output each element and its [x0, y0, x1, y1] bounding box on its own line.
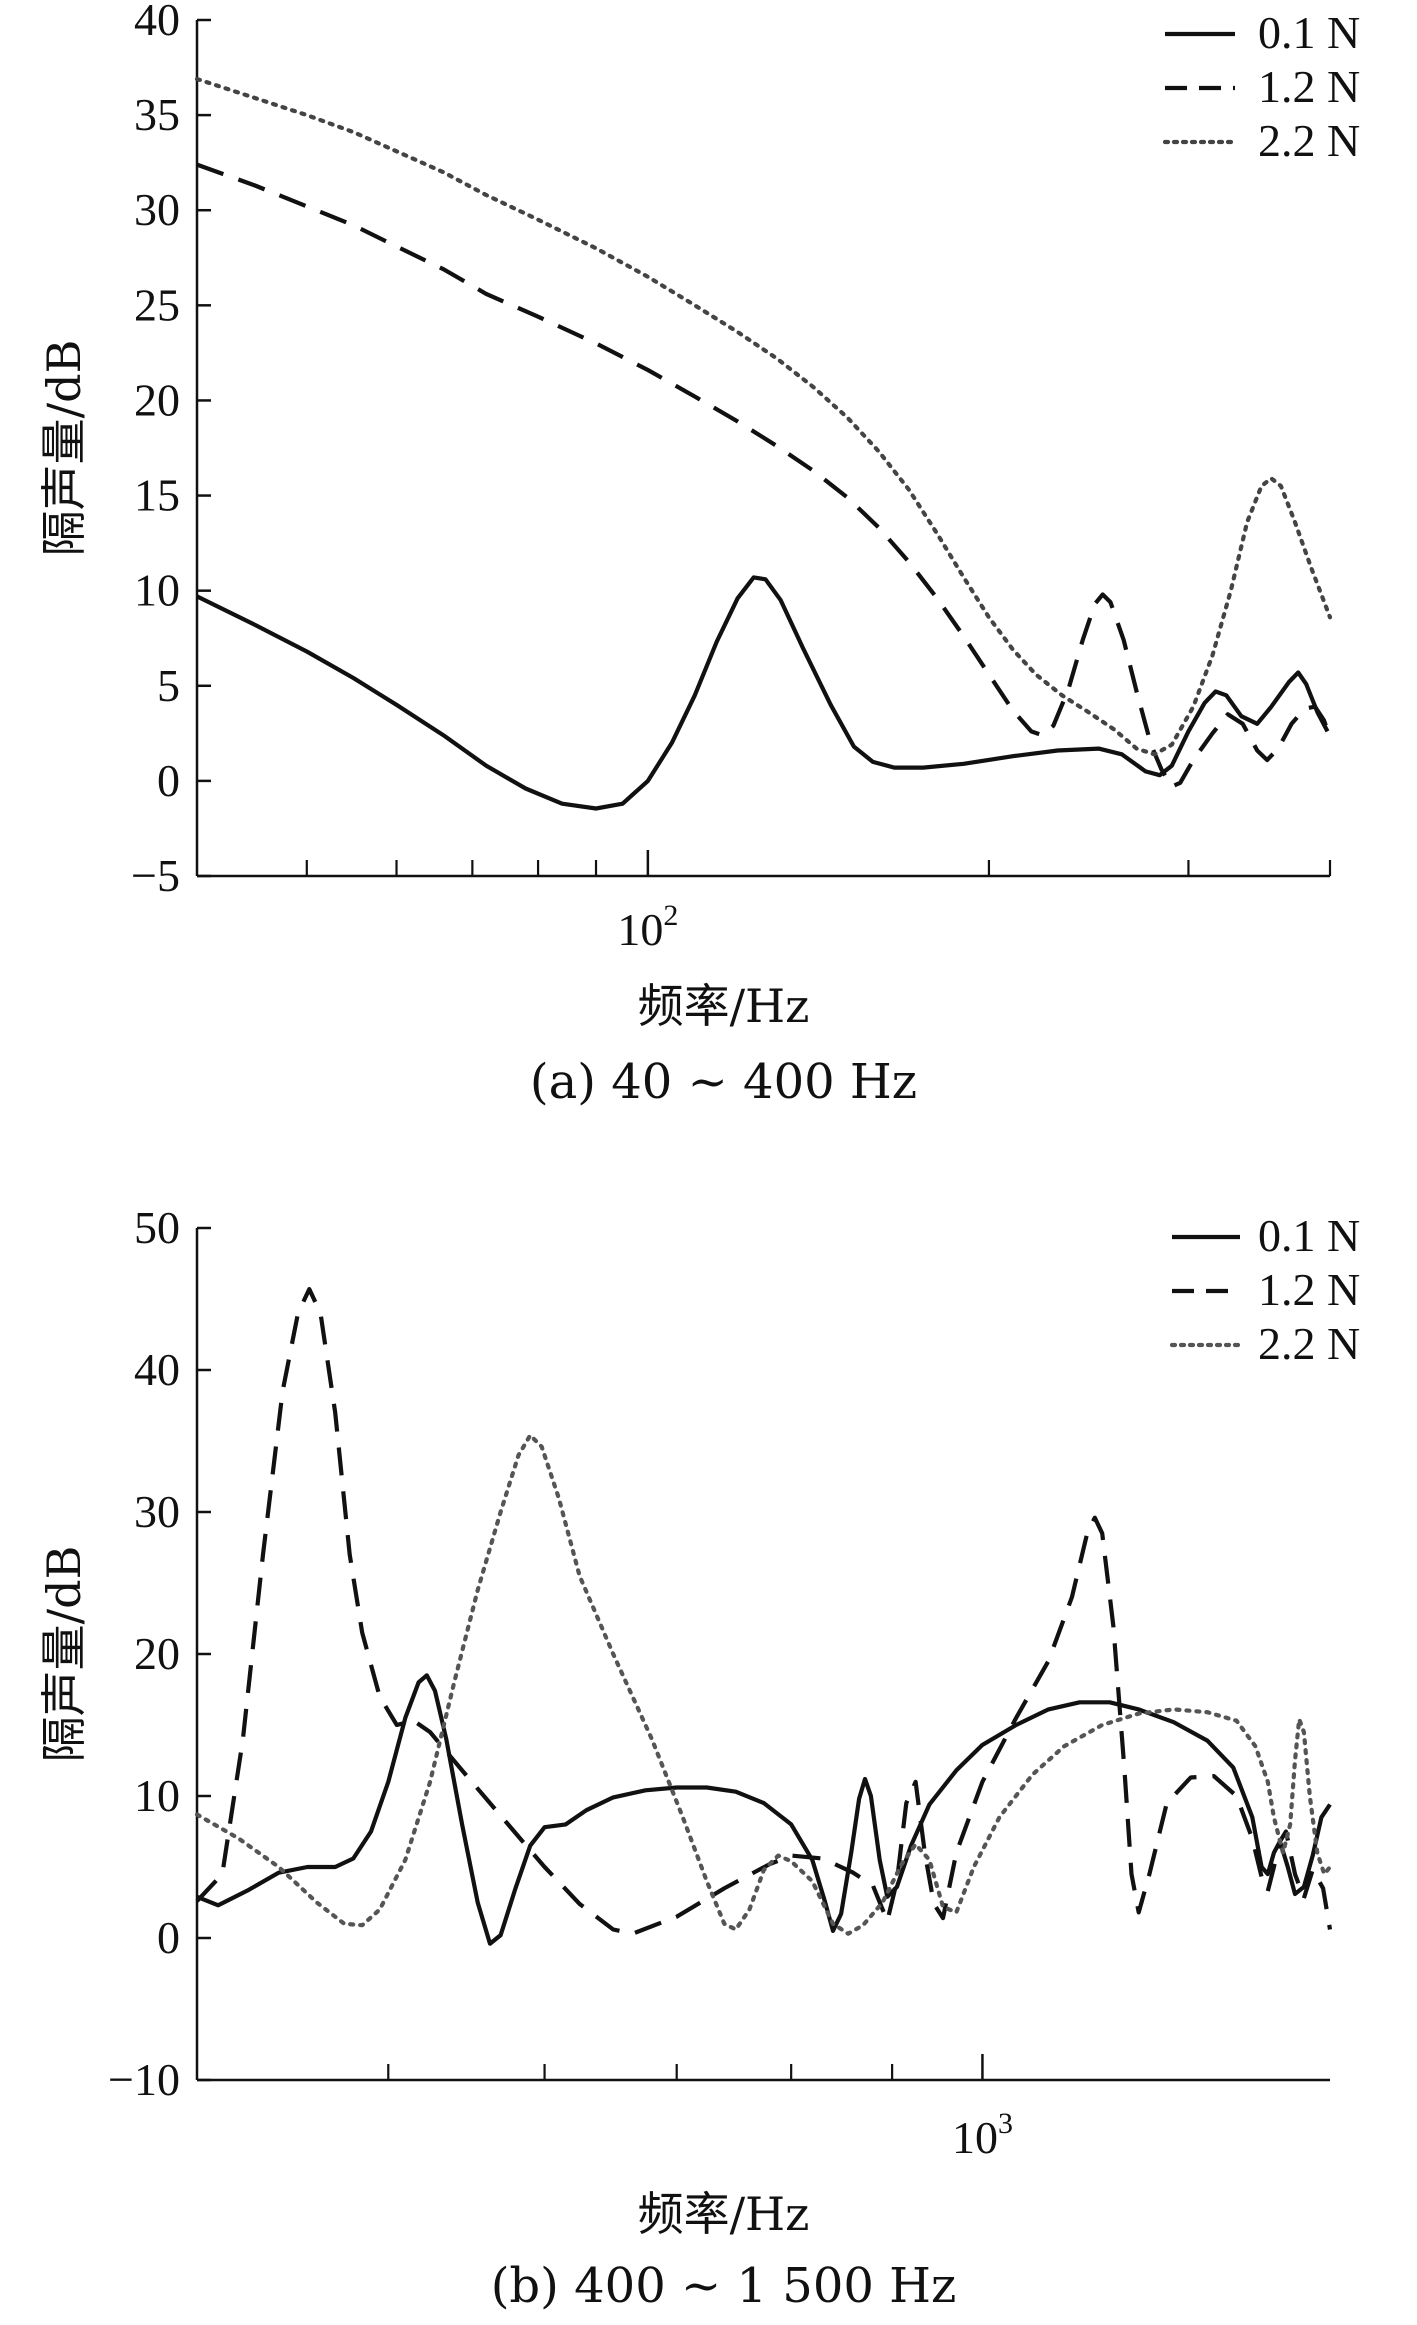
y-tick-label: 25 — [134, 279, 180, 330]
legend-label: 1.2 N — [1258, 1264, 1360, 1315]
y-tick-label: 20 — [134, 374, 180, 425]
y-tick-label: 40 — [134, 0, 180, 45]
legend-label: 1.2 N — [1258, 61, 1360, 112]
y-tick-label: 0 — [157, 755, 180, 806]
chart-panel-a: 40 35 30 25 20 15 10 5 0 −5 102 0.1 N1.2 N2.2 N 频率/H… — [37, 0, 1360, 1110]
series-line-1-2-N — [195, 1287, 1333, 1936]
x-axis-title: 频率/Hz — [638, 2187, 810, 2241]
y-axis-title: 隔声量/dB — [37, 340, 91, 557]
legend-label: 2.2 N — [1258, 1318, 1360, 1369]
y-axis-title: 隔声量/dB — [37, 1546, 91, 1763]
y-tick-label: 5 — [157, 660, 180, 711]
legend-label: 2.2 N — [1258, 115, 1360, 166]
panel-caption: (b) 400 ~ 1 500 Hz — [491, 2258, 957, 2314]
y-tick-label: 50 — [134, 1202, 180, 1253]
y-tick-label: −5 — [131, 850, 180, 901]
series-line-1-2-N — [196, 162, 1332, 789]
series-line-0-1-N — [196, 1673, 1332, 1946]
series-line-2-2-N — [194, 1433, 1333, 1936]
x-tick-label: 103 — [952, 2107, 1013, 2163]
series-line-2-2-N — [194, 76, 1333, 757]
chart-panel-b: 50 40 30 20 10 0 −10 103 0.1 N1.2 N2.2 N 频率/Hz 隔声量… — [37, 1202, 1360, 2314]
y-tick-label: 30 — [134, 1486, 180, 1537]
y-tick-label: 20 — [134, 1628, 180, 1679]
y-tick-label: 0 — [157, 1912, 180, 1963]
panel-caption: (a) 40 ~ 400 Hz — [530, 1054, 917, 1110]
legend-label: 0.1 N — [1258, 7, 1360, 58]
y-tick-label: 30 — [134, 184, 180, 235]
legend-label: 0.1 N — [1258, 1210, 1360, 1261]
y-tick-label: 40 — [134, 1344, 180, 1395]
y-tick-label: 35 — [134, 89, 180, 140]
x-axis-title: 频率/Hz — [638, 979, 810, 1033]
y-tick-label: 10 — [134, 1770, 180, 1821]
y-tick-label: 15 — [134, 470, 180, 521]
y-tick-label: −10 — [108, 2054, 180, 2105]
y-tick-label: 10 — [134, 565, 180, 616]
x-tick-label: 102 — [617, 899, 678, 955]
series-line-0-1-N — [196, 575, 1330, 811]
